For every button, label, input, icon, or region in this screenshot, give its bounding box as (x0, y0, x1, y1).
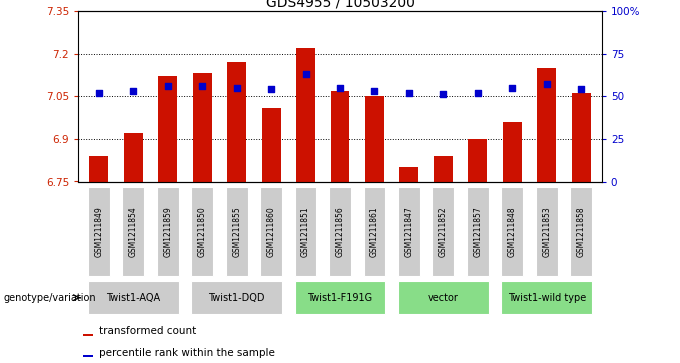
Bar (157, 187, 179, 276)
Title: GDS4955 / 10503200: GDS4955 / 10503200 (266, 0, 414, 10)
Bar (365, 96, 384, 182)
Bar (260, 187, 282, 276)
Point (197, 83, 207, 89)
Point (128, 88, 139, 94)
Bar (467, 187, 489, 276)
Bar (88, 187, 109, 276)
Point (473, 90, 483, 96)
Bar (572, 93, 591, 182)
Bar (571, 187, 592, 276)
Bar (84, 334, 93, 336)
Text: GSM1211858: GSM1211858 (577, 206, 585, 257)
Bar (158, 76, 177, 182)
Bar (226, 187, 248, 276)
Point (507, 85, 517, 90)
Text: GSM1211847: GSM1211847 (405, 206, 413, 257)
Point (163, 83, 173, 89)
Point (266, 86, 277, 92)
Bar (398, 281, 489, 314)
Bar (191, 281, 282, 314)
Bar (294, 187, 316, 276)
Bar (84, 355, 93, 357)
Bar (192, 73, 211, 182)
Text: GSM1211849: GSM1211849 (95, 206, 103, 257)
Point (541, 81, 552, 87)
Text: GSM1211861: GSM1211861 (370, 206, 379, 257)
Text: vector: vector (428, 293, 459, 303)
Bar (296, 48, 315, 182)
Point (403, 90, 414, 96)
Bar (398, 187, 420, 276)
Bar (501, 281, 592, 314)
Point (300, 71, 311, 77)
Point (93, 90, 104, 96)
Bar (503, 122, 522, 182)
Point (335, 85, 345, 90)
Text: GSM1211852: GSM1211852 (439, 206, 448, 257)
Text: transformed count: transformed count (99, 326, 197, 337)
Text: GSM1211848: GSM1211848 (508, 206, 517, 257)
Text: GSM1211850: GSM1211850 (198, 206, 207, 257)
Bar (122, 187, 144, 276)
Bar (537, 68, 556, 182)
Text: genotype/variation: genotype/variation (3, 293, 96, 303)
Text: GSM1211860: GSM1211860 (267, 206, 275, 257)
Bar (536, 187, 558, 276)
Bar (227, 62, 246, 182)
Point (576, 86, 587, 92)
Bar (262, 107, 281, 182)
Bar (329, 187, 351, 276)
Bar (501, 187, 523, 276)
Text: Twist1-wild type: Twist1-wild type (507, 293, 585, 303)
Bar (364, 187, 386, 276)
Text: GSM1211856: GSM1211856 (335, 206, 345, 257)
Bar (330, 90, 350, 182)
Text: percentile rank within the sample: percentile rank within the sample (99, 348, 275, 358)
Point (438, 91, 449, 97)
Bar (399, 167, 418, 182)
Bar (432, 187, 454, 276)
Text: GSM1211854: GSM1211854 (129, 206, 138, 257)
Text: GSM1211859: GSM1211859 (163, 206, 172, 257)
Point (369, 88, 380, 94)
Text: Twist1-AQA: Twist1-AQA (106, 293, 160, 303)
Text: GSM1211851: GSM1211851 (301, 206, 310, 257)
Text: Twist1-F191G: Twist1-F191G (307, 293, 373, 303)
Text: GSM1211855: GSM1211855 (232, 206, 241, 257)
Bar (434, 156, 453, 182)
Bar (88, 281, 179, 314)
Text: Twist1-DQD: Twist1-DQD (208, 293, 265, 303)
Bar (469, 139, 488, 182)
Bar (124, 133, 143, 182)
Bar (191, 187, 213, 276)
Text: GSM1211857: GSM1211857 (473, 206, 482, 257)
Bar (294, 281, 386, 314)
Text: GSM1211853: GSM1211853 (542, 206, 551, 257)
Bar (89, 156, 108, 182)
Point (231, 85, 242, 90)
